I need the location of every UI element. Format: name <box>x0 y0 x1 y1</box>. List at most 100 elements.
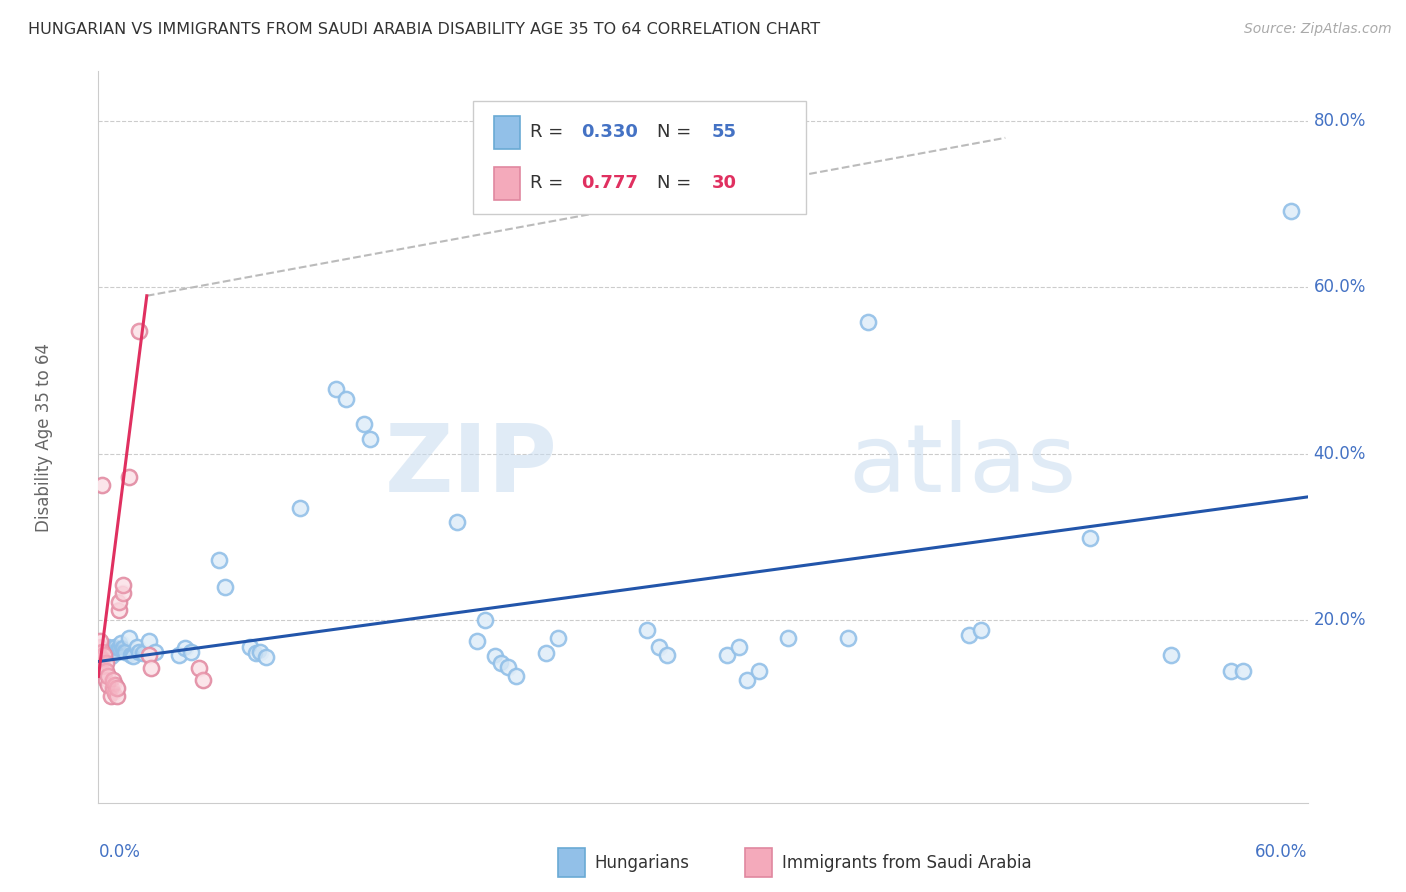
Point <box>120 648 142 662</box>
Point <box>125 640 148 654</box>
Point <box>118 470 141 484</box>
Point <box>107 603 129 617</box>
Point <box>91 644 114 658</box>
Point <box>446 515 468 529</box>
Point <box>957 628 980 642</box>
Point <box>89 646 111 660</box>
Point <box>254 650 277 665</box>
Point <box>655 648 678 662</box>
Point <box>111 586 134 600</box>
Point <box>91 478 114 492</box>
Text: atlas: atlas <box>848 420 1077 512</box>
Point <box>138 648 160 662</box>
Point <box>858 315 880 329</box>
Point <box>776 632 799 646</box>
Point <box>111 578 134 592</box>
Point <box>1220 665 1243 679</box>
Point <box>647 640 669 654</box>
Point <box>1078 532 1101 546</box>
FancyBboxPatch shape <box>474 101 806 214</box>
Point <box>100 690 122 704</box>
Point <box>132 646 155 660</box>
Point <box>105 645 128 659</box>
Point <box>138 633 160 648</box>
Text: 40.0%: 40.0% <box>1313 445 1367 463</box>
Point <box>100 648 122 663</box>
FancyBboxPatch shape <box>558 848 585 878</box>
Point <box>167 648 190 662</box>
Point <box>93 643 115 657</box>
Point <box>96 673 118 687</box>
Point <box>105 681 128 695</box>
Point <box>96 665 118 679</box>
Point <box>505 669 527 683</box>
Point <box>180 645 202 659</box>
Point <box>97 669 120 683</box>
Point <box>139 661 162 675</box>
Point <box>125 640 148 654</box>
Point <box>335 392 357 406</box>
Point <box>101 641 124 656</box>
Point <box>103 640 125 654</box>
Text: N =: N = <box>657 174 697 193</box>
Point <box>96 648 118 662</box>
Point <box>249 644 271 658</box>
Point <box>111 641 134 656</box>
Point <box>97 678 120 692</box>
Point <box>91 648 114 663</box>
Point <box>114 644 136 658</box>
Text: 60.0%: 60.0% <box>1313 278 1367 296</box>
Point <box>180 645 202 659</box>
Point <box>101 673 124 687</box>
Point <box>1281 204 1303 219</box>
Point <box>114 644 136 658</box>
Point <box>97 640 120 654</box>
Point <box>93 648 115 662</box>
Text: HUNGARIAN VS IMMIGRANTS FROM SAUDI ARABIA DISABILITY AGE 35 TO 64 CORRELATION CH: HUNGARIAN VS IMMIGRANTS FROM SAUDI ARABI… <box>28 22 820 37</box>
Text: 20.0%: 20.0% <box>1313 611 1367 629</box>
Point <box>91 656 114 670</box>
Point <box>103 640 125 654</box>
Point <box>325 382 347 396</box>
Point <box>837 632 859 646</box>
Point <box>101 681 124 695</box>
Point <box>737 673 759 687</box>
Point <box>93 660 115 674</box>
Point <box>89 633 111 648</box>
Point <box>647 640 669 654</box>
Point <box>103 686 125 700</box>
FancyBboxPatch shape <box>494 167 520 200</box>
Point <box>446 515 468 529</box>
Point <box>837 632 859 646</box>
Point <box>89 650 111 665</box>
Point <box>249 644 271 658</box>
Point <box>534 646 557 660</box>
Point <box>167 648 190 662</box>
Point <box>239 640 262 654</box>
Point <box>93 640 115 654</box>
Point <box>484 648 506 663</box>
Text: Disability Age 35 to 64: Disability Age 35 to 64 <box>35 343 53 532</box>
Point <box>193 673 215 687</box>
Point <box>245 646 267 660</box>
Point <box>1160 648 1182 662</box>
Point <box>96 673 118 687</box>
Point <box>91 644 114 658</box>
Point <box>636 623 658 637</box>
Point <box>111 641 134 656</box>
Point <box>91 644 114 658</box>
Point <box>93 640 115 654</box>
Point <box>208 553 231 567</box>
Point <box>1232 665 1254 679</box>
Point <box>288 500 311 515</box>
Text: 30: 30 <box>711 174 737 193</box>
Point <box>128 324 150 338</box>
Point <box>254 650 277 665</box>
Point <box>716 648 738 662</box>
Point <box>91 648 114 662</box>
Point <box>91 648 114 662</box>
Point <box>101 681 124 695</box>
Point <box>89 640 111 654</box>
Point <box>107 594 129 608</box>
Point <box>105 645 128 659</box>
